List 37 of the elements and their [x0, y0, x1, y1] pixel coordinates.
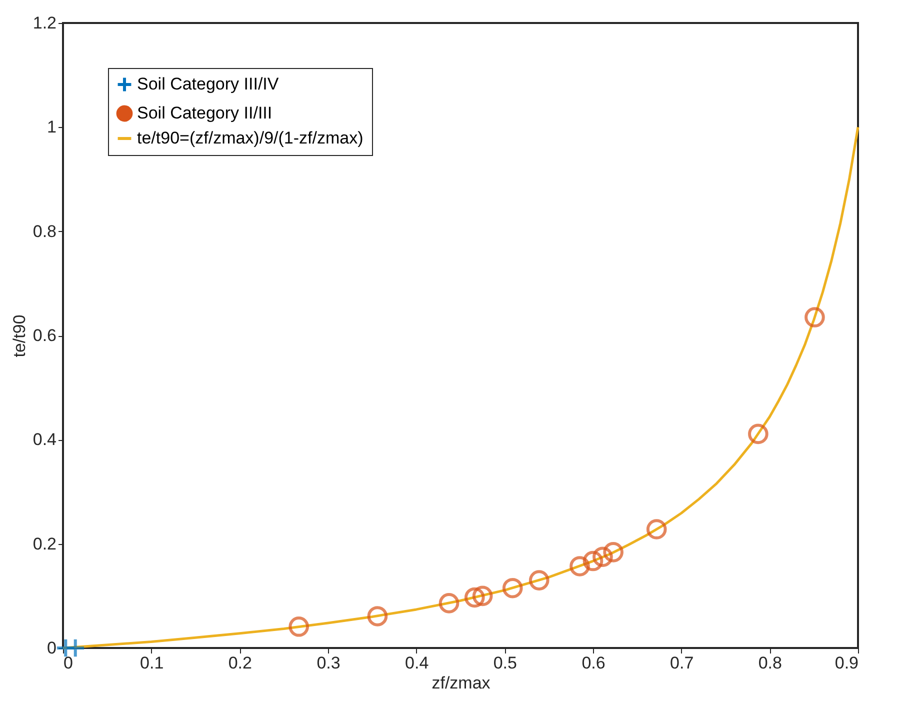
point — [570, 556, 590, 576]
x-tick-label: 0.5 — [493, 654, 517, 672]
x-tick-label: 0.3 — [316, 654, 340, 672]
x-tick-label: 0.2 — [228, 654, 252, 672]
y-tick-label: 1.2 — [32, 14, 56, 32]
point — [603, 542, 624, 562]
point — [582, 550, 604, 572]
point — [528, 570, 550, 590]
y-tick-label: 0.4 — [32, 430, 56, 450]
y-axis-title: te/t90 — [10, 314, 29, 358]
point — [464, 587, 485, 608]
y-tick-label: 0.6 — [32, 326, 56, 345]
legend-label: Soil Category III/IV — [137, 74, 280, 94]
point — [646, 519, 667, 540]
legend-label: te/t90=(zf/zmax)/9/(1-zf/zmax) — [137, 128, 364, 148]
x-tick-label: 0.6 — [582, 654, 606, 672]
y-tick-label: 0.8 — [32, 222, 56, 241]
point — [502, 578, 523, 598]
point — [472, 586, 493, 606]
x-tick-label: 0.1 — [140, 654, 164, 672]
x-tick-label: 0 — [64, 654, 73, 672]
x-tick-label: 0.9 — [834, 654, 858, 672]
x-axis-title: zf/zmax — [432, 674, 491, 692]
y-tick-label: 0 — [47, 638, 56, 658]
x-tick-label: 0.7 — [670, 654, 694, 672]
point — [748, 424, 768, 444]
x-tick-label: 0.8 — [758, 654, 782, 672]
point — [367, 606, 388, 626]
y-tick-label: 1 — [47, 118, 56, 137]
point — [288, 616, 310, 637]
point — [438, 593, 460, 614]
y-tick-label: 0.2 — [32, 534, 56, 554]
point — [65, 638, 86, 658]
point — [592, 546, 613, 567]
legend-label: Soil Category II/III — [137, 104, 272, 122]
point — [804, 307, 825, 328]
x-tick-label: 0.4 — [405, 654, 429, 672]
